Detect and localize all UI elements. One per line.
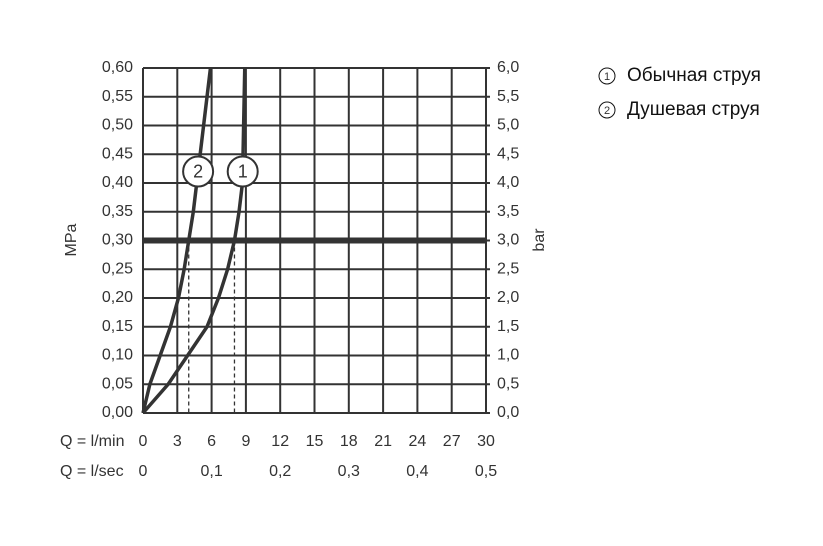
x-axis-label: Q = l/min <box>60 433 124 450</box>
series-badge <box>182 155 215 188</box>
x-tick-label: 9 <box>241 433 250 450</box>
x2-tick-label: 0,2 <box>269 463 291 480</box>
x-tick-label: 3 <box>173 433 182 450</box>
y2-tick-label: 1,5 <box>497 318 519 335</box>
x2-tick-label: 0,5 <box>475 463 497 480</box>
y2-tick-label: 5,0 <box>497 117 519 134</box>
legend-label: Душевая струя <box>627 99 760 120</box>
y-tick-label: 0,55 <box>102 88 133 105</box>
y2-tick-label: 0,5 <box>497 375 519 392</box>
y2-axis-label: bar <box>531 228 548 252</box>
y2-tick-label: 2,0 <box>497 289 519 306</box>
x-tick-label: 6 <box>207 433 216 450</box>
legend-badge <box>598 67 616 85</box>
y2-tick-label: 6,0 <box>497 59 519 76</box>
y-axis-label: MPa <box>63 223 80 256</box>
x2-tick-label: 0 <box>139 463 148 480</box>
x-tick-label: 21 <box>374 433 392 450</box>
y-tick-label: 0,05 <box>102 375 133 392</box>
y2-tick-label: 4,5 <box>497 145 519 162</box>
y2-tick-label: 1,0 <box>497 347 519 364</box>
y-tick-label: 0,30 <box>102 232 133 249</box>
y2-tick-label: 0,0 <box>497 404 519 421</box>
series-badge-label: 1 <box>238 161 248 181</box>
legend-badge-label: 1 <box>604 71 610 83</box>
x-tick-label: 18 <box>340 433 358 450</box>
x2-tick-label: 0,4 <box>406 463 428 480</box>
y-tick-label: 0,50 <box>102 117 133 134</box>
x2-tick-label: 0,1 <box>200 463 222 480</box>
x-tick-label: 12 <box>271 433 289 450</box>
y2-tick-label: 3,0 <box>497 232 519 249</box>
y2-tick-label: 3,5 <box>497 203 519 220</box>
y2-tick-label: 2,5 <box>497 260 519 277</box>
y-tick-label: 0,40 <box>102 174 133 191</box>
series-badge-label: 2 <box>193 161 203 181</box>
y2-tick-label: 4,0 <box>497 174 519 191</box>
x-tick-label: 0 <box>139 433 148 450</box>
x2-axis-label: Q = l/sec <box>60 463 124 480</box>
series-badge <box>226 155 259 188</box>
y-tick-label: 0,10 <box>102 347 133 364</box>
x-tick-label: 24 <box>409 433 427 450</box>
x-tick-label: 27 <box>443 433 461 450</box>
legend-badge <box>598 101 616 119</box>
x-tick-label: 30 <box>477 433 495 450</box>
y-tick-label: 0,35 <box>102 203 133 220</box>
legend-label: Обычная струя <box>627 65 761 86</box>
y2-tick-label: 5,5 <box>497 88 519 105</box>
x-tick-label: 15 <box>306 433 324 450</box>
y-tick-label: 0,00 <box>102 404 133 421</box>
y-tick-label: 0,15 <box>102 318 133 335</box>
series-line <box>141 67 213 414</box>
x2-tick-label: 0,3 <box>338 463 360 480</box>
series-line <box>141 67 247 415</box>
y-tick-label: 0,60 <box>102 59 133 76</box>
legend-badge-label: 2 <box>604 105 610 117</box>
y-tick-label: 0,45 <box>102 145 133 162</box>
y-tick-label: 0,25 <box>102 260 133 277</box>
y-tick-label: 0,20 <box>102 289 133 306</box>
